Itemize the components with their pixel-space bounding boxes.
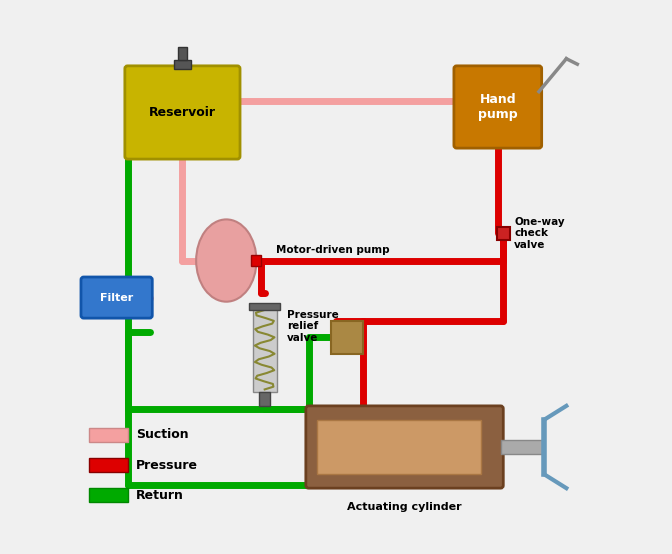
Text: Return: Return bbox=[136, 489, 183, 502]
Ellipse shape bbox=[196, 219, 257, 302]
Bar bbox=[253, 304, 277, 392]
Bar bbox=[331, 321, 364, 354]
Bar bbox=[178, 47, 187, 60]
Bar bbox=[249, 304, 280, 310]
Bar bbox=[89, 428, 128, 442]
Bar bbox=[501, 440, 544, 454]
Text: Reservoir: Reservoir bbox=[149, 106, 216, 119]
Bar bbox=[89, 458, 128, 471]
Text: Motor-driven pump: Motor-driven pump bbox=[276, 244, 389, 255]
FancyBboxPatch shape bbox=[454, 66, 542, 148]
FancyBboxPatch shape bbox=[81, 277, 153, 318]
Text: Suction: Suction bbox=[136, 428, 188, 442]
FancyBboxPatch shape bbox=[125, 66, 240, 159]
Text: Pressure
relief
valve: Pressure relief valve bbox=[287, 310, 339, 343]
FancyBboxPatch shape bbox=[306, 406, 503, 488]
Text: Actuating cylinder: Actuating cylinder bbox=[347, 502, 462, 512]
Bar bbox=[89, 488, 128, 502]
Text: Filter: Filter bbox=[100, 293, 133, 302]
Text: One-way
check
valve: One-way check valve bbox=[514, 217, 565, 250]
Text: Pressure: Pressure bbox=[136, 459, 198, 471]
Bar bbox=[251, 255, 261, 266]
Bar bbox=[174, 60, 191, 69]
Bar bbox=[497, 227, 510, 240]
Bar bbox=[259, 392, 270, 406]
Bar bbox=[317, 419, 481, 474]
Text: Hand
pump: Hand pump bbox=[478, 93, 517, 121]
